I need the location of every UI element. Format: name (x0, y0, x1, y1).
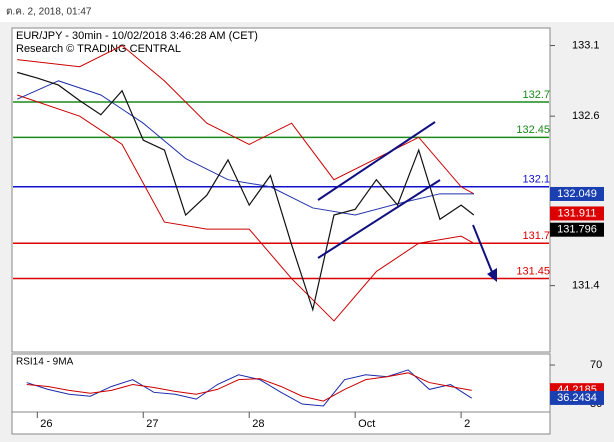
x-tick-label: 2 (464, 418, 470, 430)
channel-upper (317, 121, 436, 201)
rsi-box-label: 36.2434 (557, 392, 597, 404)
price-box-label: 131.796 (557, 224, 597, 236)
level-label: 131.45 (516, 265, 550, 277)
y-tick-label: 133.1 (572, 39, 600, 51)
y-tick-label: 132.6 (572, 110, 600, 122)
x-tick-label: 28 (252, 418, 264, 430)
level-label: 131.7 (522, 230, 550, 242)
price-box (550, 222, 604, 237)
arrow-shaft (472, 224, 493, 273)
level-label: 132.45 (516, 124, 550, 136)
series-line (17, 94, 475, 322)
top-bar (0, 0, 614, 22)
series-line (17, 44, 475, 195)
price-panel (11, 27, 551, 353)
price-box (550, 186, 604, 201)
x-tick-label: 26 (40, 418, 52, 430)
price-box-label: 132.049 (557, 188, 597, 200)
rsi-title: RSI14 - 9MA (16, 357, 74, 368)
rsi-line (26, 372, 472, 402)
chart-title: EUR/JPY - 30min - 10/02/2018 3:46:28 AM … (16, 30, 258, 42)
x-tick-label: 27 (146, 418, 158, 430)
price-box (550, 206, 604, 221)
level-label: 132.7 (522, 89, 550, 101)
x-axis-panel (11, 411, 551, 435)
level-label: 132.1 (522, 174, 550, 186)
y-tick-label: 131.4 (572, 280, 600, 292)
chart-subtitle: Research © TRADING CENTRAL (16, 43, 181, 55)
rsi-panel (11, 353, 551, 413)
channel-lower (317, 179, 441, 259)
rsi-box (550, 390, 604, 405)
price-box-label: 131.911 (558, 207, 597, 219)
timestamp: ต.ค. 2, 2018, 01:47 (6, 7, 92, 18)
rsi-tick-label: 70 (590, 359, 602, 371)
series-line (17, 71, 475, 312)
x-tick-label: Oct (358, 418, 375, 430)
arrow-head (487, 268, 497, 282)
